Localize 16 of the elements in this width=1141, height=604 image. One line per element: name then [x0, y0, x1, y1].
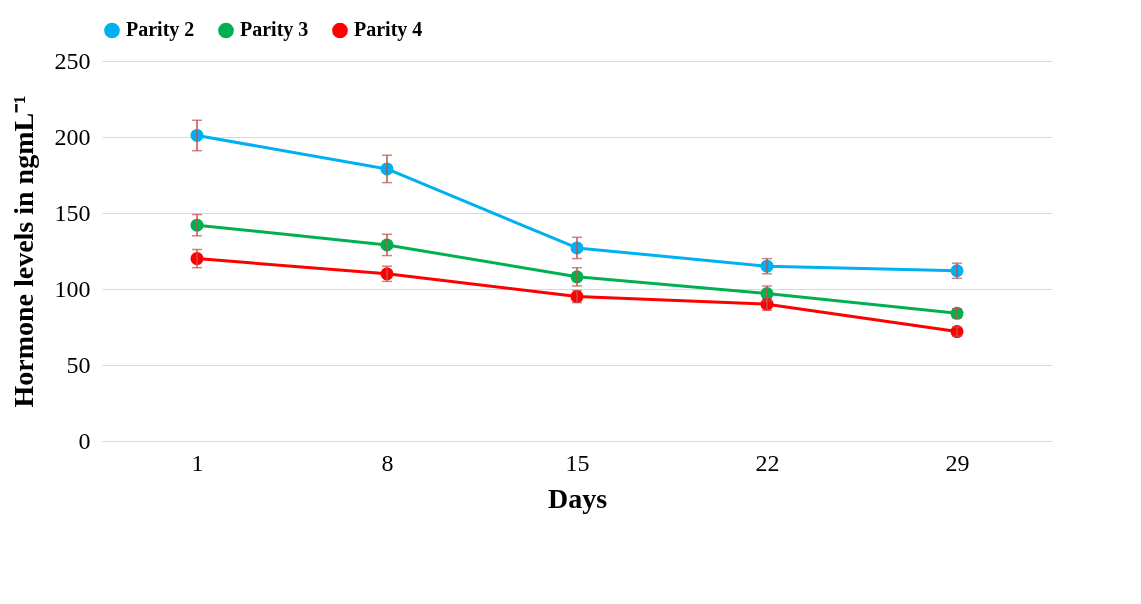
x-axis-title: Days [547, 482, 608, 514]
y-tick-label: 150 [54, 199, 91, 226]
x-tick-label: 22 [755, 449, 780, 476]
y-tick-label: 200 [54, 123, 91, 150]
legend-label: Parity 4 [354, 18, 423, 42]
x-tick-label: 29 [945, 449, 970, 476]
y-tick-label: 250 [54, 47, 91, 74]
x-tick-label: 15 [565, 449, 590, 476]
legend-label: Parity 2 [126, 18, 195, 42]
y-axis-title: Hormone levels in ngmL⁻¹ [7, 95, 39, 408]
x-tick-label: 1 [191, 449, 204, 476]
y-tick-label: 0 [78, 427, 91, 454]
y-tick-label: 100 [54, 275, 91, 302]
x-tick-label: 8 [381, 449, 394, 476]
y-tick-label: 50 [66, 351, 91, 378]
legend-label: Parity 3 [240, 18, 309, 42]
